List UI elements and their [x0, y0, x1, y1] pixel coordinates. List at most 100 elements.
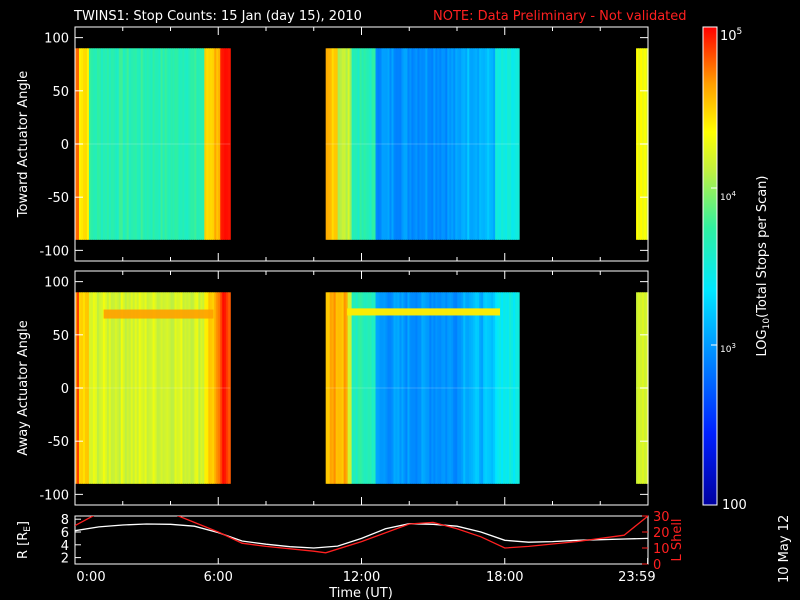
heatmap-column	[347, 292, 351, 484]
heatmap-column	[345, 292, 349, 484]
heatmap-column	[455, 48, 458, 240]
heatmap-column	[124, 292, 128, 484]
heatmap-column	[164, 292, 168, 484]
lshell-tick-label: 20	[653, 526, 670, 541]
heatmap-column	[160, 292, 164, 484]
heatmap-column	[499, 48, 502, 240]
heatmap-column	[479, 292, 482, 484]
heatmap-column	[218, 48, 221, 240]
heatmap-column	[222, 48, 225, 240]
heatmap-column	[509, 292, 512, 484]
heatmap-column	[106, 48, 110, 240]
heatmap-column	[118, 48, 122, 240]
heatmap-column	[363, 292, 367, 484]
heatmap-column	[401, 292, 405, 484]
heatmap-column	[180, 48, 184, 240]
high-angle-band	[103, 309, 214, 319]
heatmap-column	[391, 48, 395, 240]
heatmap-column	[457, 48, 460, 240]
heatmap-column	[148, 48, 152, 240]
heatmap-column	[487, 292, 490, 484]
heatmap-column	[96, 48, 100, 240]
heatmap-column	[367, 292, 371, 484]
toward-heatmap-cells	[75, 48, 649, 240]
heatmap-column	[202, 48, 205, 240]
heatmap-column	[158, 48, 162, 240]
heatmap-column	[88, 292, 92, 484]
heatmap-column	[349, 292, 353, 484]
heatmap-column	[407, 48, 411, 240]
heatmap-column	[471, 48, 474, 240]
heatmap-column	[339, 292, 343, 484]
heatmap-column	[357, 292, 361, 484]
heatmap-column	[489, 292, 492, 484]
heatmap-column	[435, 48, 438, 240]
heatmap-column	[453, 48, 456, 240]
heatmap-column	[437, 48, 440, 240]
heatmap-column	[405, 292, 409, 484]
heatmap-column	[507, 292, 510, 484]
heatmap-column	[206, 292, 209, 484]
heatmap-column	[182, 48, 186, 240]
heatmap-column	[385, 292, 389, 484]
heatmap-column	[409, 48, 413, 240]
heatmap-column	[417, 48, 420, 240]
heatmap-column	[443, 292, 446, 484]
heatmap-column	[220, 48, 223, 240]
heatmap-column	[148, 292, 152, 484]
heatmap-column	[166, 292, 170, 484]
heatmap-column	[421, 48, 424, 240]
heatmap-column	[329, 48, 333, 240]
heatmap-column	[379, 292, 383, 484]
heatmap-column	[505, 292, 508, 484]
heatmap-column	[451, 292, 454, 484]
heatmap-column	[499, 292, 502, 484]
away-heatmap-cells	[75, 292, 649, 484]
heatmap-column	[92, 292, 96, 484]
heatmap-column	[104, 48, 108, 240]
heatmap-column	[184, 48, 188, 240]
heatmap-column	[425, 292, 428, 484]
heatmap-column	[515, 292, 518, 484]
heatmap-column	[517, 48, 520, 240]
heatmap-column	[359, 292, 363, 484]
heatmap-column	[359, 48, 363, 240]
heatmap-column	[327, 292, 331, 484]
heatmap-column	[220, 292, 223, 484]
heatmap-column	[180, 292, 184, 484]
heatmap-column	[146, 292, 150, 484]
heatmap-column	[154, 292, 158, 484]
heatmap-column	[216, 292, 219, 484]
heatmap-column	[156, 48, 160, 240]
heatmap-column	[423, 48, 426, 240]
lshell-tick-label: 30	[653, 510, 670, 525]
heatmap-column	[337, 48, 341, 240]
heatmap-column	[467, 48, 470, 240]
heatmap-column	[505, 48, 508, 240]
zero-angle-band	[325, 387, 520, 389]
heatmap-column	[435, 292, 438, 484]
heatmap-column	[168, 292, 172, 484]
heatmap-column	[371, 292, 375, 484]
heatmap-column	[325, 292, 329, 484]
heatmap-column	[487, 48, 490, 240]
heatmap-column	[433, 292, 436, 484]
heatmap-column	[439, 48, 442, 240]
heatmap-column	[214, 292, 217, 484]
heatmap-column	[343, 292, 347, 484]
heatmap-column	[142, 292, 146, 484]
heatmap-column	[327, 48, 331, 240]
heatmap-column	[461, 292, 464, 484]
figure-title: TWINS1: Stop Counts: 15 Jan (day 15), 20…	[73, 9, 362, 24]
heatmap-column	[120, 292, 124, 484]
heatmap-column	[491, 292, 494, 484]
heatmap-column	[198, 292, 201, 484]
heatmap-column	[479, 48, 482, 240]
heatmap-column	[202, 292, 205, 484]
heatmap-column	[445, 292, 448, 484]
y-tick-label: -100	[39, 244, 69, 259]
heatmap-column	[152, 48, 156, 240]
heatmap-column	[218, 292, 221, 484]
heatmap-column	[501, 48, 504, 240]
